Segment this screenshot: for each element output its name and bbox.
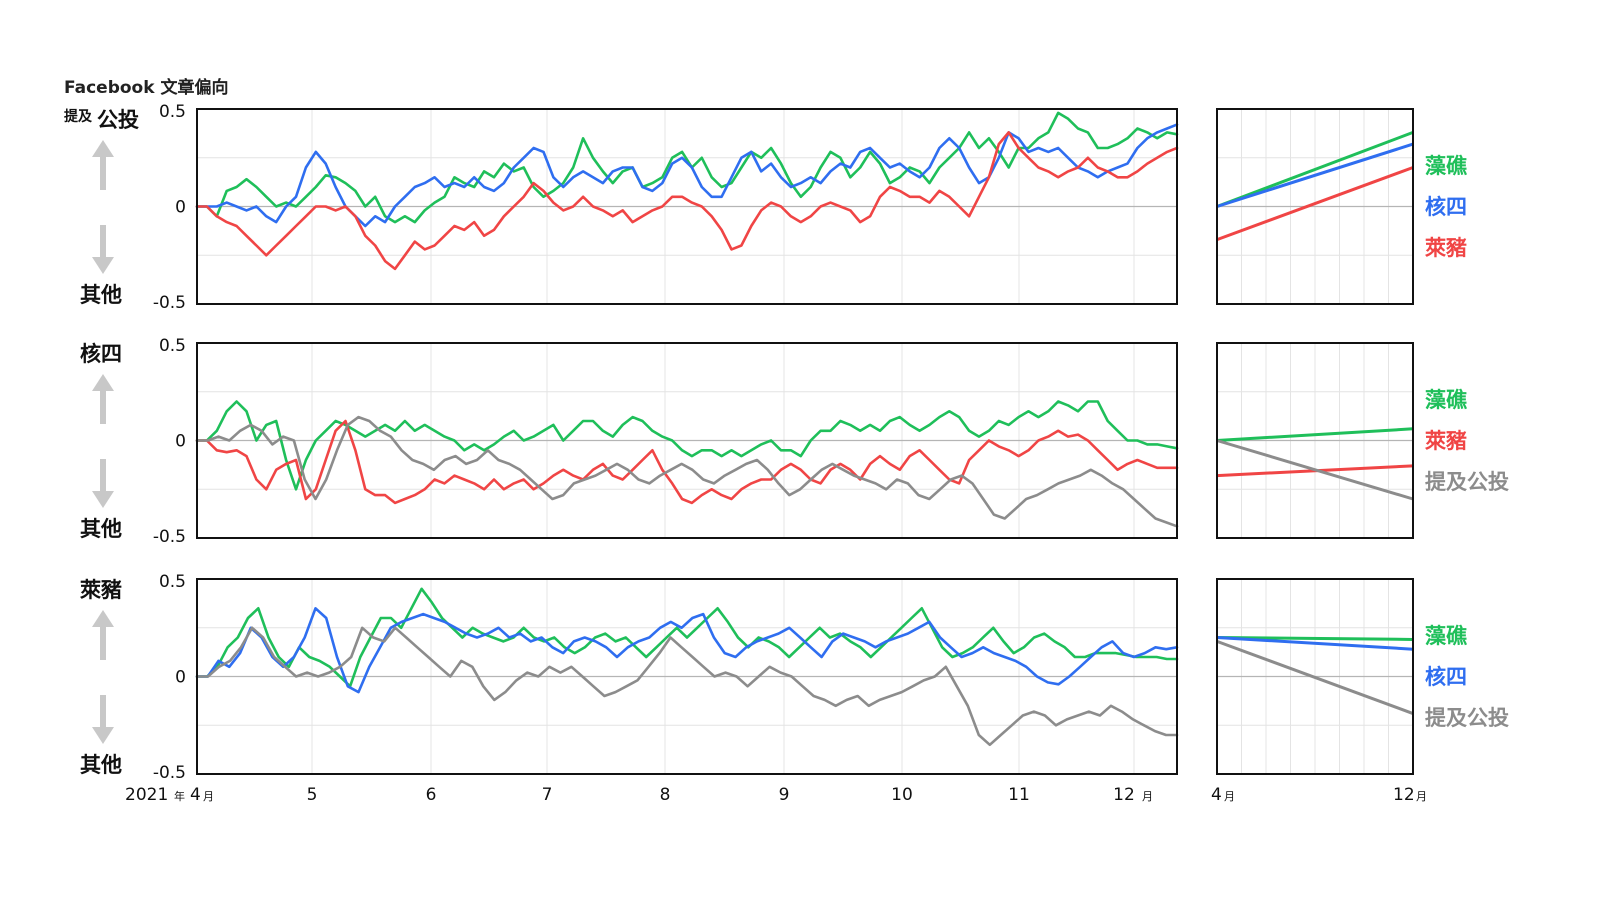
panel-bottom-label: 其他 — [80, 517, 122, 541]
series-line-核四 — [195, 123, 1179, 228]
series-line-萊豬 — [195, 419, 1179, 505]
series-line-萊豬 — [195, 131, 1179, 271]
x-tick-label: 5 — [307, 785, 318, 805]
legend-label-提及公投: 提及公投 — [1425, 706, 1509, 730]
up-arrow-icon — [92, 140, 114, 157]
y-tick-label: 0 — [175, 432, 186, 452]
y-tick-label: 0 — [175, 668, 186, 688]
y-tick-label: 0.5 — [159, 336, 186, 356]
trend-line-提及公投 — [1216, 439, 1414, 501]
x-tick-year: 2021 — [125, 785, 168, 805]
legend-label-提及公投: 提及公投 — [1425, 470, 1509, 494]
trend-line-藻礁 — [1216, 636, 1414, 641]
trend-x-tick-unit: 月 — [1224, 790, 1235, 803]
up-arrow-icon — [92, 374, 114, 391]
down-arrow-icon — [92, 727, 114, 744]
series-line-藻礁 — [195, 587, 1179, 688]
x-tick-label: 10 — [891, 785, 913, 805]
x-tick-label: 11 — [1008, 785, 1030, 805]
trend-line-核四 — [1216, 636, 1414, 651]
trend-line-藻礁 — [1216, 130, 1414, 208]
y-tick-label: -0.5 — [153, 293, 186, 313]
down-arrow-icon — [92, 257, 114, 274]
y-tick-label: 0.5 — [159, 102, 186, 122]
up-arrow-shaft — [100, 390, 106, 424]
panel-topic: 核四 — [80, 342, 122, 366]
panel-grid — [197, 579, 1177, 774]
down-arrow-shaft — [100, 225, 106, 259]
panel-topic-small: 提及 — [64, 109, 93, 125]
x-tick-label: 4 — [190, 785, 201, 805]
trend-line-核四 — [1216, 142, 1414, 208]
panel-bottom-label: 其他 — [80, 283, 122, 307]
panel-topic: 公投 — [97, 108, 139, 132]
legend-label-核四: 核四 — [1425, 665, 1467, 689]
legend-label-核四: 核四 — [1425, 195, 1467, 219]
x-tick-label: 8 — [660, 785, 671, 805]
x-tick-year-unit: 年 — [174, 789, 185, 803]
trend-frame — [1216, 108, 1414, 305]
series-line-提及公投 — [195, 415, 1179, 528]
chart-title: Facebook 文章偏向 — [64, 77, 228, 98]
legend-label-藻礁: 藻礁 — [1425, 154, 1467, 178]
series-line-藻礁 — [195, 111, 1179, 224]
x-tick-unit: 月 — [1142, 790, 1153, 803]
series-line-提及公投 — [195, 626, 1179, 747]
panel-frame — [196, 578, 1178, 775]
y-tick-label: -0.5 — [153, 527, 186, 547]
trend-frame — [1216, 342, 1414, 539]
series-line-核四 — [195, 606, 1179, 694]
panel-frame — [196, 342, 1178, 539]
down-arrow-shaft — [100, 695, 106, 729]
y-tick-label: 0 — [175, 198, 186, 218]
x-tick-label: 12 — [1113, 785, 1135, 805]
up-arrow-shaft — [100, 156, 106, 190]
up-arrow-icon — [92, 610, 114, 627]
x-tick-unit: 月 — [203, 790, 214, 803]
down-arrow-shaft — [100, 459, 106, 493]
series-line-藻礁 — [195, 400, 1179, 491]
up-arrow-shaft — [100, 626, 106, 660]
x-tick-label: 9 — [779, 785, 790, 805]
trend-frame — [1216, 578, 1414, 775]
x-tick-label: 7 — [542, 785, 553, 805]
panel-frame — [196, 108, 1178, 305]
trend-line-藻礁 — [1216, 427, 1414, 442]
trend-line-萊豬 — [1216, 166, 1414, 242]
trend-x-tick-label: 12 — [1393, 785, 1415, 805]
x-axis: 2021 年 4 月 5 6 7 8 9 10 11 12 月 4 月 12 月 — [125, 785, 1427, 805]
y-tick-label: 0.5 — [159, 572, 186, 592]
trend-x-tick-unit: 月 — [1416, 790, 1427, 803]
legend-label-萊豬: 萊豬 — [1425, 236, 1467, 260]
panel-topic: 萊豬 — [80, 578, 122, 602]
panel-grid — [197, 343, 1177, 538]
legend-label-萊豬: 萊豬 — [1425, 429, 1467, 453]
trend-x-tick-label: 4 — [1211, 785, 1222, 805]
chart-panels: 0.50-0.5提及 公投其他藻礁核四萊豬0.50-0.5核四其他藻礁萊豬提及公投… — [64, 102, 1509, 783]
y-tick-label: -0.5 — [153, 763, 186, 783]
legend-label-藻礁: 藻礁 — [1425, 388, 1467, 412]
down-arrow-icon — [92, 491, 114, 508]
x-tick-label: 6 — [426, 785, 437, 805]
trend-line-提及公投 — [1216, 639, 1414, 715]
panel-bottom-label: 其他 — [80, 753, 122, 777]
legend-label-藻礁: 藻礁 — [1425, 624, 1467, 648]
